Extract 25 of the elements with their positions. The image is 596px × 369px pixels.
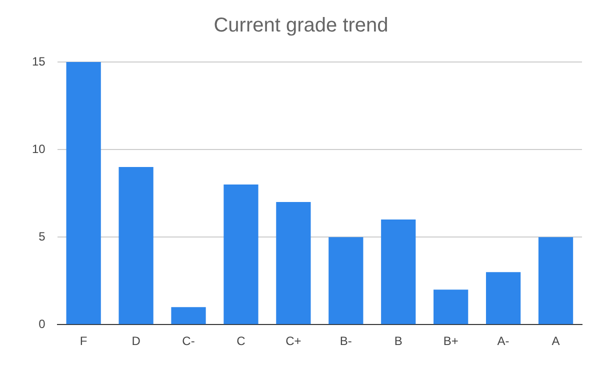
x-tick-label: F [80,334,88,348]
bar [276,202,311,324]
x-tick-label: D [132,334,141,348]
x-tick-label: C [236,334,246,348]
x-tick-label: C- [182,334,195,348]
bar [434,290,468,324]
bar [486,272,521,324]
bar [66,62,101,324]
chart-title: Current grade trend [214,14,388,37]
bar [538,237,574,324]
x-tick-label: A- [497,334,510,348]
y-tick-label: 10 [32,142,46,156]
y-tick-label: 5 [38,229,46,244]
bar [224,184,258,324]
x-tick-label: B- [340,334,352,348]
bar [118,167,154,324]
bar [171,307,206,324]
x-tick-label: A [552,334,560,348]
y-tick-label: 0 [38,316,46,331]
x-tick-label: B+ [443,334,458,348]
bar [381,220,416,324]
x-tick-label: B [394,334,402,348]
x-tick-label: C+ [286,334,302,348]
y-tick-label: 15 [32,54,46,68]
bar [328,237,364,324]
